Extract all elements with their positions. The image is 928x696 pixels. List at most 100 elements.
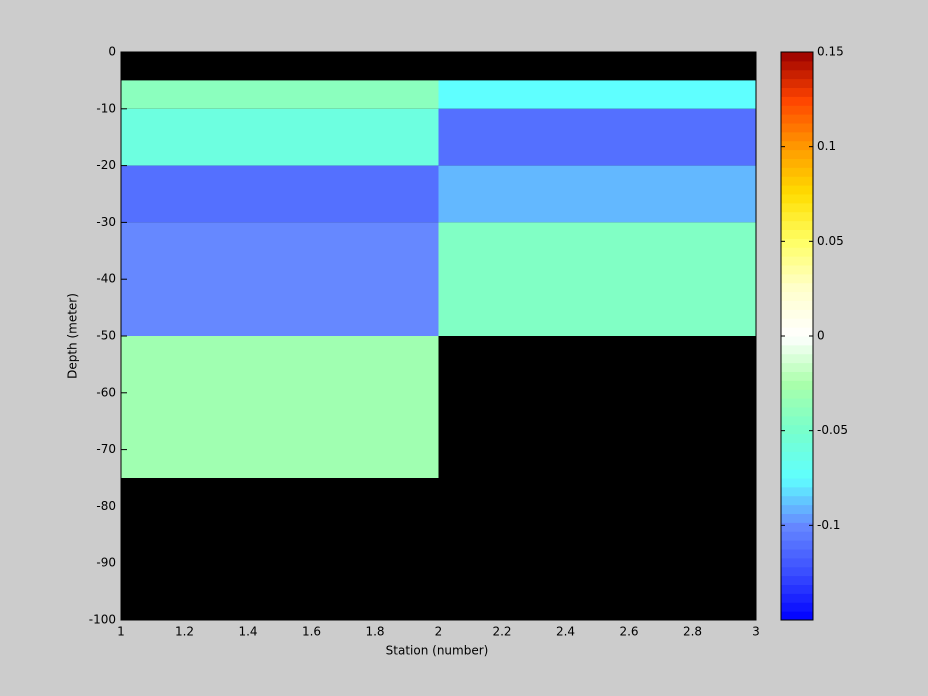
x-tick-label: 2.8 [683, 625, 702, 639]
colorbar-swatch [781, 265, 813, 275]
colorbar-swatch [781, 415, 813, 426]
x-tick-label: 1.4 [238, 625, 257, 639]
heat-cell [121, 336, 439, 478]
colorbar-swatch [781, 256, 813, 266]
y-tick-label: -40 [96, 272, 116, 286]
colorbar-swatch [781, 60, 813, 71]
heat-cell [121, 165, 439, 223]
colorbar-swatch [781, 513, 813, 523]
colorbar-swatch [781, 309, 813, 319]
colorbar-swatch [781, 105, 813, 115]
colorbar-tick-label: 0 [817, 329, 825, 343]
colorbar-swatch [781, 318, 813, 328]
heat-cell [438, 80, 756, 109]
x-tick-label: 2.6 [619, 625, 638, 639]
colorbar-swatch [781, 229, 813, 239]
colorbar-swatch [781, 557, 813, 568]
x-tick-label: 1.6 [302, 625, 321, 639]
colorbar-swatch [781, 433, 813, 443]
heat-cell [438, 108, 756, 166]
colorbar-swatch [781, 247, 813, 257]
x-tick-label: 3 [752, 625, 760, 639]
colorbar-swatch [781, 584, 813, 594]
colorbar-swatch [781, 611, 813, 621]
colorbar-swatch [781, 424, 813, 435]
colorbar-tick-label: -0.05 [817, 423, 848, 437]
colorbar-swatch [781, 123, 813, 133]
x-tick-label: 1 [117, 625, 125, 639]
y-tick-label: 0 [108, 45, 116, 59]
y-tick-label: -10 [96, 101, 116, 115]
colorbar-swatch [781, 602, 813, 612]
colorbar-swatch [781, 353, 813, 364]
colorbar-swatch [781, 176, 813, 186]
colorbar-tick-label: 0.05 [817, 234, 844, 248]
colorbar-swatch [781, 282, 813, 293]
colorbar-swatch [781, 442, 813, 452]
colorbar-swatch [781, 211, 813, 222]
heat-cell [121, 222, 439, 336]
colorbar-swatch [781, 194, 813, 204]
colorbar-swatch [781, 451, 813, 461]
colorbar-swatch [781, 167, 813, 177]
colorbar-swatch [781, 149, 813, 159]
x-tick-label: 2.2 [492, 625, 511, 639]
colorbar-swatch [781, 220, 813, 230]
x-tick-label: 2.4 [556, 625, 575, 639]
y-tick-label: -60 [96, 385, 116, 399]
colorbar-swatch [781, 522, 813, 532]
colorbar-swatch [781, 78, 813, 88]
colorbar-swatch [781, 131, 813, 142]
colorbar-swatch [781, 202, 813, 213]
colorbar-swatch [781, 52, 813, 62]
colorbar-swatch [781, 380, 813, 390]
colorbar-swatch [781, 336, 813, 346]
colorbar-swatch [781, 593, 813, 603]
colorbar-swatch [781, 300, 813, 310]
y-tick-label: -80 [96, 499, 116, 513]
colorbar-swatch [781, 273, 813, 284]
colorbar-tick-label: 0.1 [817, 139, 836, 153]
heat-cell [438, 165, 756, 223]
colorbar-swatch [781, 371, 813, 381]
x-tick-label: 1.2 [175, 625, 194, 639]
colorbar-swatch [781, 158, 813, 168]
y-axis-label: Depth (meter) [66, 293, 80, 379]
colorbar-swatch [781, 531, 813, 541]
colorbar-swatch [781, 478, 813, 488]
colorbar-swatch [781, 549, 813, 559]
y-tick-label: -100 [89, 613, 116, 627]
heat-cell [121, 80, 439, 109]
colorbar-swatch [781, 504, 813, 514]
colorbar-swatch [781, 238, 813, 248]
colorbar-swatch [781, 575, 813, 585]
colorbar-swatch [781, 327, 813, 337]
colorbar-swatch [781, 398, 813, 408]
colorbar-swatch [781, 495, 813, 506]
colorbar-swatch [781, 344, 813, 355]
colorbar-swatch [781, 407, 813, 417]
colorbar-swatch [781, 114, 813, 124]
colorbar-swatch [781, 566, 813, 577]
colorbar-swatch [781, 362, 813, 372]
colorbar-swatch [781, 140, 813, 151]
colorbar-swatch [781, 540, 813, 550]
colorbar-swatch [781, 185, 813, 195]
y-tick-label: -90 [96, 556, 116, 570]
heat-cell [121, 108, 439, 166]
colorbar-swatch [781, 460, 813, 470]
x-tick-label: 1.8 [365, 625, 384, 639]
y-tick-label: -20 [96, 158, 116, 172]
colorbar-swatch [781, 291, 813, 301]
colorbar-swatch [781, 87, 813, 97]
colorbar-swatch [781, 389, 813, 399]
x-axis-label: Station (number) [386, 644, 489, 658]
colorbar-swatch [781, 486, 813, 497]
y-tick-label: -30 [96, 215, 116, 229]
colorbar-swatch [781, 96, 813, 106]
y-tick-label: -50 [96, 329, 116, 343]
heat-cell [438, 222, 756, 336]
y-tick-label: -70 [96, 442, 116, 456]
colorbar-swatch [781, 469, 813, 479]
